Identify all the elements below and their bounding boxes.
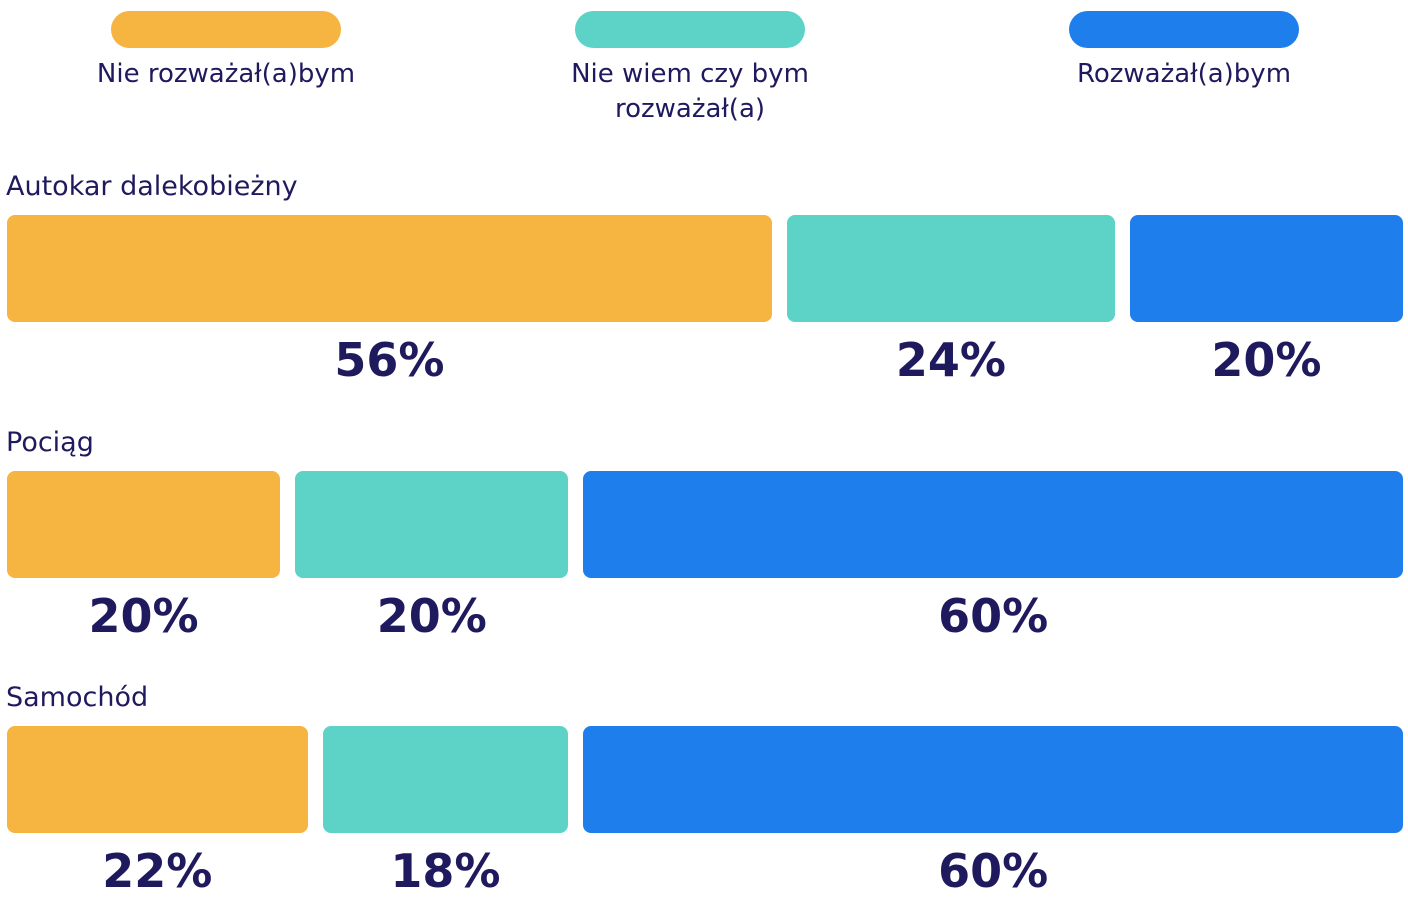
value-label: 60% — [938, 588, 1049, 643]
category-label: Pociąg — [6, 426, 94, 458]
legend-label: Nie wiem czy bym rozważał(a) — [571, 59, 809, 124]
value-label: 24% — [895, 333, 1006, 387]
bar — [295, 470, 569, 578]
value-label: 20% — [1211, 333, 1322, 387]
legend-swatch — [111, 11, 341, 48]
bar — [7, 726, 308, 833]
bar — [7, 470, 281, 578]
value-label: 18% — [390, 844, 501, 898]
category-label: Autokar dalekobieżny — [6, 171, 298, 202]
bar — [583, 470, 1403, 578]
value-label: 60% — [938, 844, 1049, 898]
legend-label: Rozważał(a)bym — [1076, 59, 1292, 89]
value-label: 20% — [376, 588, 487, 643]
bar — [583, 726, 1403, 833]
bar — [7, 215, 772, 322]
value-label: 56% — [334, 333, 445, 387]
value-label: 20% — [88, 588, 199, 643]
bar — [322, 726, 569, 833]
legend-label: Nie rozważał(a)bym — [96, 59, 356, 89]
category-label: Samochód — [6, 682, 149, 713]
bar — [786, 215, 1115, 322]
legend-swatch — [1069, 11, 1299, 48]
value-label: 22% — [102, 844, 213, 898]
legend-swatch — [575, 11, 805, 48]
bar — [1129, 215, 1403, 322]
